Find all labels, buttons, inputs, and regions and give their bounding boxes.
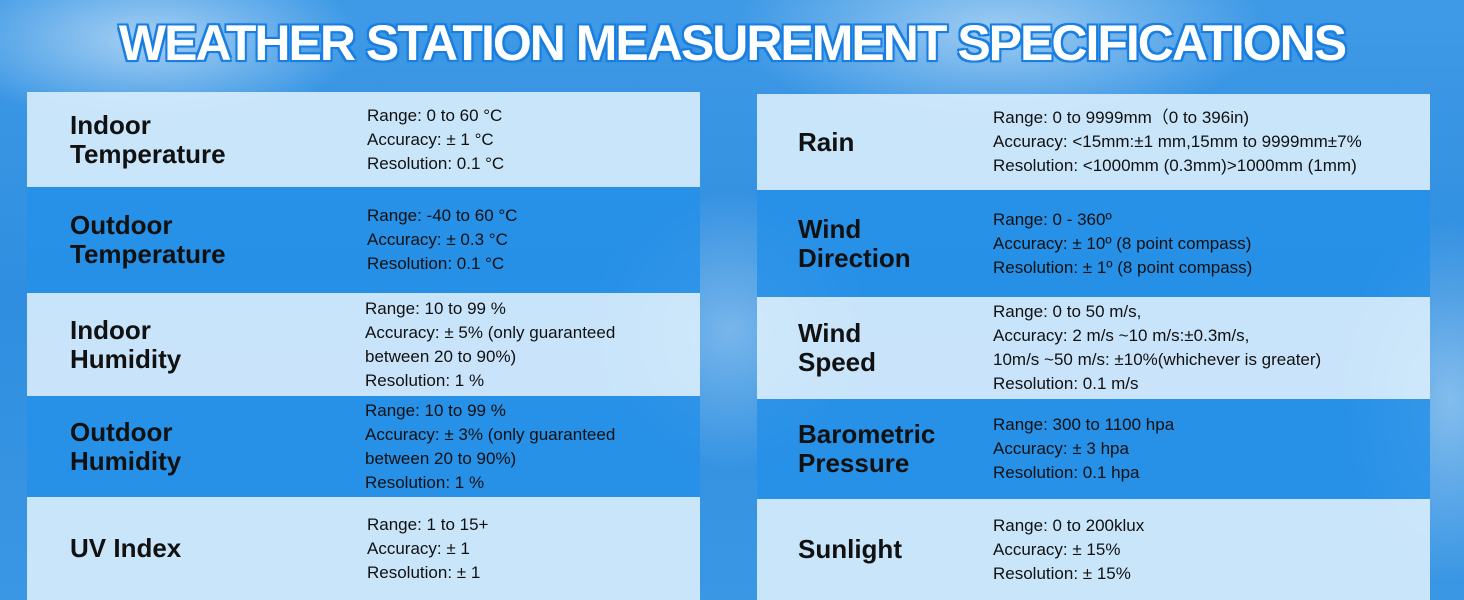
row-label: Outdoor Temperature bbox=[70, 187, 226, 293]
label-line: Temperature bbox=[70, 138, 226, 169]
spec-line: Resolution: 0.1 °C bbox=[367, 153, 505, 173]
label-line: Outdoor bbox=[70, 416, 173, 447]
spec-line: Accuracy: ± 5% (only guaranteed bbox=[365, 322, 616, 342]
spec-line: Resolution: ± 1 bbox=[367, 562, 481, 582]
row-label: Wind Direction bbox=[798, 190, 911, 297]
spec-row: Outdoor Temperature Range: -40 to 60 °C Acc… bbox=[27, 187, 700, 293]
label-line: Indoor bbox=[70, 314, 151, 345]
spec-row: Outdoor Humidity Range: 10 to 99 % Accuracy… bbox=[27, 396, 700, 497]
spec-line: Range: 0 to 200klux bbox=[993, 515, 1145, 535]
spec-list: Range: 10 to 99 % Accuracy: ± 5% (only gu… bbox=[365, 293, 615, 396]
spec-list: Range: 0 - 360º Accuracy: ± 10º (8 point … bbox=[993, 190, 1252, 297]
spec-line: Resolution: 0.1 °C bbox=[367, 254, 505, 273]
label-line: Speed bbox=[798, 347, 877, 377]
spec-line: Range: 10 to 99 % bbox=[365, 298, 506, 318]
row-label: Outdoor Humidity bbox=[70, 396, 181, 497]
spec-line: Resolution: 1 % bbox=[365, 370, 485, 390]
spec-list: Range: -40 to 60 °C Accuracy: ± 0.3 °C Res… bbox=[367, 187, 517, 293]
spec-line: between 20 to 90%) bbox=[365, 346, 517, 366]
label-line: Temperature bbox=[70, 239, 226, 269]
spec-row: Sunlight Range: 0 to 200klux Accuracy: ± 1… bbox=[757, 499, 1430, 600]
spec-list: Range: 1 to 15+ Accuracy: ± 1 Resolution: … bbox=[367, 497, 488, 600]
spec-line: Range: 10 to 99 % bbox=[365, 400, 506, 420]
row-label: UV Index bbox=[70, 497, 181, 600]
label-line: Outdoor bbox=[70, 210, 173, 240]
label-line: UV Index bbox=[70, 533, 182, 563]
spec-line: Accuracy: ± 3% (only guaranteed bbox=[365, 424, 616, 444]
spec-line: Resolution: ± 1º (8 point compass) bbox=[993, 257, 1253, 277]
row-label: Wind Speed bbox=[798, 297, 876, 399]
spec-line: Range: -40 to 60 °C bbox=[367, 206, 518, 225]
spec-line: Resolution: 0.1 hpa bbox=[993, 463, 1140, 482]
spec-panel: Rain Range: 0 to 9999mm（0 to 396in) Accura… bbox=[757, 94, 1430, 600]
spec-line: Range: 0 to 50 m/s, bbox=[993, 302, 1142, 321]
spec-line: Accuracy: ± 3 hpa bbox=[993, 439, 1129, 458]
label-line: Pressure bbox=[798, 448, 910, 478]
spec-line: Accuracy: ± 1 °C bbox=[367, 129, 494, 149]
row-label: Sunlight bbox=[798, 499, 902, 600]
spec-line: Range: 0 - 360º bbox=[993, 209, 1112, 229]
spec-row: Indoor Temperature Range: 0 to 60 °C Accura… bbox=[27, 92, 700, 187]
spec-line: Resolution: <1000mm (0.3mm)>1000mm (1mm) bbox=[993, 156, 1357, 175]
label-line: Humidity bbox=[70, 445, 182, 476]
spec-line: Resolution: 0.1 m/s bbox=[993, 374, 1139, 393]
row-label: Rain bbox=[798, 94, 854, 190]
spec-line: 10m/s ~50 m/s: ±10%(whichever is greater… bbox=[993, 350, 1322, 369]
label-line: Wind bbox=[798, 213, 862, 244]
spec-line: Resolution: ± 15% bbox=[993, 563, 1131, 583]
label-line: Indoor bbox=[70, 109, 151, 140]
spec-line: Accuracy: ± 1 bbox=[367, 538, 470, 558]
label-line: Barometric bbox=[798, 419, 936, 449]
spec-line: Range: 0 to 60 °C bbox=[367, 105, 503, 125]
spec-line: Range: 300 to 1100 hpa bbox=[993, 415, 1175, 434]
spec-line: between 20 to 90%) bbox=[365, 448, 517, 468]
spec-panel: Indoor Temperature Range: 0 to 60 °C Accura… bbox=[27, 92, 700, 600]
spec-list: Range: 0 to 200klux Accuracy: ± 15% Resolu… bbox=[993, 499, 1144, 600]
spec-row: Barometric Pressure Range: 300 to 1100 hpa… bbox=[757, 399, 1430, 499]
spec-line: Accuracy: <15mm:±1 mm,15mm to 9999mm±7% bbox=[993, 132, 1362, 151]
spec-line: Range: 0 to 9999mm（0 to 396in) bbox=[993, 108, 1250, 127]
spec-line: Accuracy: ± 15% bbox=[993, 539, 1121, 559]
spec-list: Range: 0 to 50 m/s, Accuracy: 2 m/s ~10 m… bbox=[993, 297, 1321, 399]
label-line: Rain bbox=[798, 126, 855, 157]
label-line: Direction bbox=[798, 242, 911, 273]
label-line: Wind bbox=[798, 318, 862, 348]
spec-row: Wind Direction Range: 0 - 360º Accuracy: ± … bbox=[757, 190, 1430, 297]
spec-line: Accuracy: 2 m/s ~10 m/s:±0.3m/s, bbox=[993, 326, 1250, 345]
spec-list: Range: 300 to 1100 hpa Accuracy: ± 3 hpa R… bbox=[993, 399, 1174, 499]
row-label: Indoor Temperature bbox=[70, 92, 226, 187]
spec-row: Rain Range: 0 to 9999mm（0 to 396in) Accura… bbox=[757, 94, 1430, 190]
row-label: Barometric Pressure bbox=[798, 399, 935, 499]
spec-line: Accuracy: ± 10º (8 point compass) bbox=[993, 233, 1252, 253]
spec-list: Range: 10 to 99 % Accuracy: ± 3% (only gu… bbox=[365, 396, 615, 497]
spec-line: Range: 1 to 15+ bbox=[367, 514, 489, 534]
spec-row: Wind Speed Range: 0 to 50 m/s, Accuracy: 2 … bbox=[757, 297, 1430, 399]
label-line: Humidity bbox=[70, 343, 182, 374]
spec-list: Range: 0 to 60 °C Accuracy: ± 1 °C Resolut… bbox=[367, 92, 504, 187]
spec-list: Range: 0 to 9999mm（0 to 396in) Accuracy: … bbox=[993, 94, 1362, 190]
spec-line: Resolution: 1 % bbox=[365, 472, 485, 492]
title: WEATHER STATION MEASUREMENT SPECIFICATIO… bbox=[118, 15, 1347, 71]
spec-line: Accuracy: ± 0.3 °C bbox=[367, 230, 508, 249]
label-line: Sunlight bbox=[798, 534, 902, 564]
row-label: Indoor Humidity bbox=[70, 293, 181, 396]
spec-row: Indoor Humidity Range: 10 to 99 % Accuracy:… bbox=[27, 293, 700, 396]
spec-row: UV Index Range: 1 to 15+ Accuracy: ± 1 Reso… bbox=[27, 497, 700, 600]
